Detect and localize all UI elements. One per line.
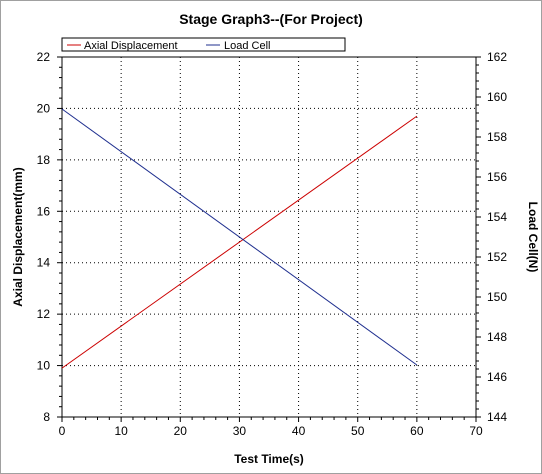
series-line-load-cell [61,108,418,366]
plot-area [61,56,477,418]
y-right-tick-label: 144 [487,410,507,424]
y-left-tick-label: 12 [37,307,51,321]
y-right-tick-label: 156 [487,170,507,184]
x-tick-label: 10 [114,424,128,438]
chart-title: Stage Graph3--(For Project) [179,11,363,27]
x-tick-label: 0 [59,424,66,438]
y-right-tick-label: 146 [487,370,507,384]
y-right-tick-label: 162 [487,50,507,64]
y-right-tick-label: 150 [487,290,507,304]
legend-box [61,37,346,52]
x-axis-title: Test Time(s) [234,452,304,466]
legend-label-axial-displacement: Axial Displacement [84,40,178,52]
y-right-tick-label: 154 [487,210,507,224]
y-right-tick-label: 152 [487,250,507,264]
y-right-tick-label: 148 [487,330,507,344]
y-left-tick-label: 18 [37,153,51,167]
y-right-tick-label: 160 [487,90,507,104]
grid-lines [62,57,476,417]
axis-ticks [57,56,481,422]
y-left-tick-label: 22 [37,50,51,64]
y-left-tick-label: 16 [37,204,51,218]
x-tick-label: 20 [174,424,188,438]
y-left-tick-label: 10 [37,359,51,373]
x-tick-label: 30 [233,424,247,438]
series-layer [61,108,418,369]
y-right-tick-label: 158 [487,130,507,144]
x-tick-label: 50 [351,424,365,438]
chart-legend: Axial Displacement Load Cell [61,37,346,52]
y-axis-left-title: Axial Displacement(mm) [11,167,25,306]
y-axis-right-title: Load Cell(N) [526,202,540,273]
y-left-tick-label: 8 [43,410,50,424]
tick-labels: 0 10 20 30 40 50 60 70 8 10 12 14 16 18 20 22 144 146 148 1… [37,50,508,438]
series-line-axial-displacement [61,115,418,369]
legend-label-load-cell: Load Cell [224,40,270,52]
y-left-tick-label: 20 [37,101,51,115]
x-tick-label: 60 [410,424,424,438]
x-tick-label: 70 [469,424,483,438]
x-tick-label: 40 [292,424,306,438]
y-left-tick-label: 14 [37,256,51,270]
